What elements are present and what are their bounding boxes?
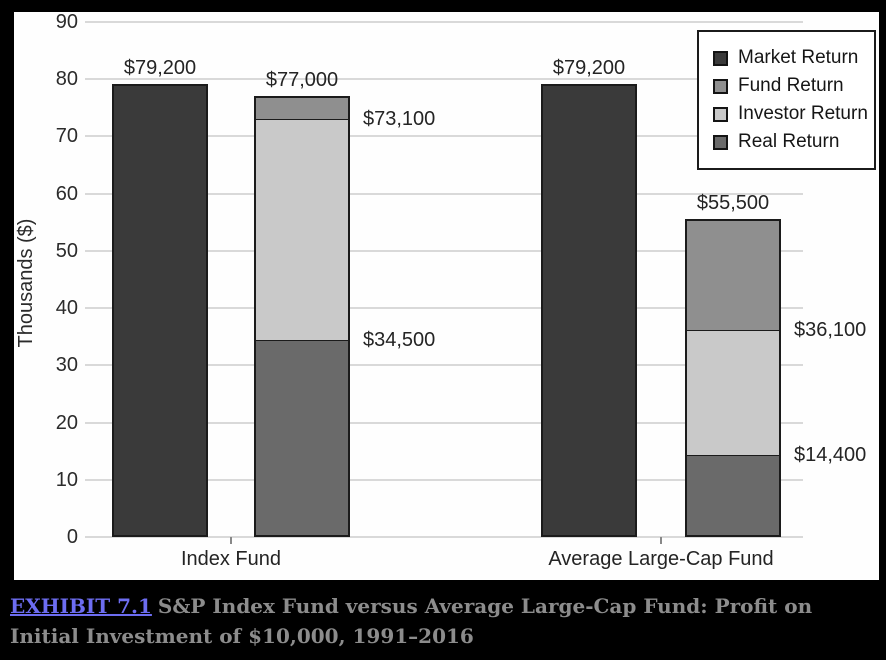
value-label-average-large-cap-fund-investor-return: $36,100 [794,319,867,342]
legend-label-fund-return: Fund Return [738,75,844,96]
segment-divider [254,117,350,120]
gridline-70 [85,135,803,138]
x-axis-label-average-large-cap-fund: Average Large-Cap Fund [548,548,774,570]
gridline-60 [85,192,803,195]
stacked-bar-outline-average-large-cap-fund [685,219,781,537]
bar-segment-fund-return-average-large-cap-fund [685,219,781,331]
value-label-index-fund-fund-return: $77,000 [265,69,339,92]
value-label-index-fund-market-return: $79,200 [123,56,197,79]
value-label-index-fund-investor-return: $73,100 [363,107,436,130]
y-tick-label-90: 90 [55,11,78,33]
x-axis-label-index-fund: Index Fund [180,548,282,570]
value-label-average-large-cap-fund-market-return: $79,200 [552,56,626,79]
gridline-40 [85,307,803,310]
bar-segment-investor-return-index-fund [254,118,350,340]
bar-segment-real-return-index-fund [254,339,350,537]
y-tick-label-0: 0 [66,526,78,548]
gridline-90 [85,21,803,23]
legend-item-real-return: Real Return [713,128,874,156]
y-tick-label-80: 80 [55,68,78,91]
gridline-50 [85,249,803,252]
figure-caption: EXHIBIT 7.1 S&P Index Fund versus Average… [10,591,874,651]
legend-item-fund-return: Fund Return [713,72,874,100]
segment-divider [254,338,350,341]
bar-market-return-index-fund [112,83,208,537]
y-tick-label-10: 10 [55,468,78,491]
legend-swatch-investor-return [713,106,728,122]
bar-segment-real-return-average-large-cap-fund [685,454,781,537]
legend-label-market-return: Market Return [738,47,859,68]
y-tick-label-30: 30 [55,354,78,377]
gridline-30 [85,364,803,367]
segment-divider [685,329,781,332]
legend-swatch-real-return [713,134,728,150]
y-tick-label-20: 20 [55,411,78,434]
bar-chart-panel: 0 10 20 30 40 50 60 70 80 90 Thousands ($) $79,200 $… [14,11,879,580]
legend-item-investor-return: Investor Return [713,100,874,128]
stacked-bar-outline-index-fund [254,96,350,537]
gridline-0 [85,536,803,538]
legend-item-market-return: Market Return [713,44,874,72]
value-label-average-large-cap-fund-real-return: $14,400 [794,443,867,466]
gridline-80 [85,78,803,81]
legend-label-real-return: Real Return [738,131,840,152]
gridline-20 [85,421,803,424]
legend-label-investor-return: Investor Return [738,103,868,124]
value-label-average-large-cap-fund-fund-return: $55,500 [696,192,770,215]
caption-text: S&P Index Fund versus Average Large-Cap … [10,594,813,648]
exhibit-link[interactable]: EXHIBIT 7.1 [10,594,152,618]
y-tick-label-60: 60 [55,182,78,205]
x-tick-mark-average-large-cap-fund [660,537,662,544]
legend-box: Market Return Fund Return Investor Return R… [697,30,876,170]
bar-segment-fund-return-index-fund [254,96,350,119]
segment-divider [685,453,781,456]
legend-swatch-market-return [713,50,728,66]
legend-swatch-fund-return [713,78,728,94]
y-tick-label-70: 70 [55,125,78,148]
value-label-index-fund-real-return: $34,500 [363,328,436,351]
y-axis-title: Thousands ($) [15,218,37,348]
x-tick-mark-index-fund [230,537,232,544]
gridline-10 [85,478,803,481]
y-tick-label-40: 40 [55,297,78,320]
bar-segment-investor-return-average-large-cap-fund [685,330,781,455]
bar-market-return-average-large-cap-fund [541,83,637,537]
y-tick-label-50: 50 [55,239,78,262]
